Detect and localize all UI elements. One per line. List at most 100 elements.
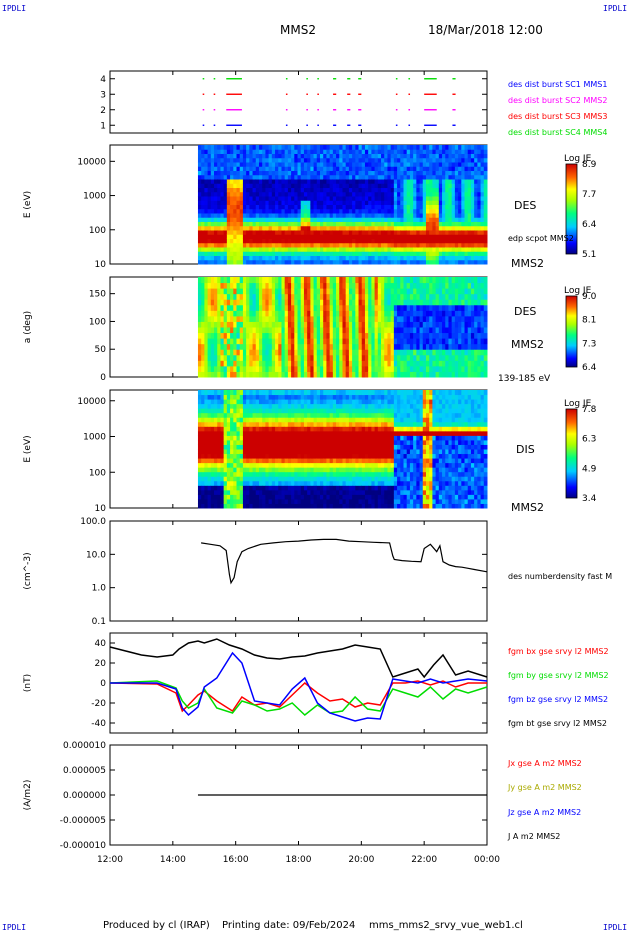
spectrogram-cell: [226, 304, 231, 311]
spectrogram-cell: [342, 288, 347, 295]
spectrogram-cell: [252, 444, 257, 450]
spectrogram-cell: [220, 187, 225, 193]
spectrogram-cell: [223, 354, 228, 361]
spectrogram-cell: [387, 282, 392, 289]
spectrogram-cell: [390, 251, 395, 256]
spectrogram-cell: [368, 179, 372, 184]
spectrogram-cell: [220, 293, 225, 300]
spectrogram-cell: [268, 230, 273, 235]
spectrogram-cell: [271, 458, 276, 464]
spectrogram-cell: [252, 238, 257, 244]
spectrogram-cell: [371, 200, 376, 205]
spectrogram-cell: [271, 480, 276, 486]
spectrogram-cell: [445, 183, 449, 188]
spectrogram-cell: [403, 213, 408, 218]
spectrogram-cell: [258, 225, 263, 231]
spectrogram-cell: [477, 208, 482, 214]
spectrogram-cell: [451, 225, 456, 231]
spectrogram-cell: [429, 149, 433, 154]
spectrogram-cell: [242, 208, 247, 214]
spectrogram-cell: [419, 170, 424, 176]
spectrogram-cell: [371, 360, 376, 367]
spectrogram-cell: [284, 343, 289, 350]
spectrogram-cell: [223, 149, 228, 154]
spectrogram-cell: [336, 242, 340, 248]
spectrogram-cell: [320, 187, 324, 193]
spectrogram-cell: [435, 247, 440, 252]
spectrogram-cell: [381, 327, 385, 334]
spectrogram-cell: [246, 225, 250, 231]
spectrogram-cell: [416, 338, 421, 345]
spectrogram-cell: [442, 149, 446, 154]
spectrogram-cell: [432, 179, 437, 184]
spectrogram-cell: [226, 471, 231, 477]
spectrogram-cell: [307, 187, 311, 193]
spectrogram-cell: [467, 166, 472, 171]
spectrogram-cell: [252, 430, 257, 436]
spectrogram-cell: [409, 187, 414, 193]
spectrogram-cell: [278, 196, 282, 201]
spectrogram-cell: [307, 174, 311, 180]
spectrogram-cell: [310, 247, 315, 252]
spectrogram-cell: [316, 179, 321, 184]
spectrogram-cell: [352, 191, 356, 197]
spectrogram-cell: [207, 153, 212, 159]
spectrogram-cell: [236, 259, 241, 265]
spectrogram-cell: [425, 282, 430, 289]
spectrogram-cell: [214, 255, 218, 261]
spectrogram-cell: [332, 315, 337, 322]
spectrogram-cell: [204, 371, 209, 378]
spectrogram-cell: [246, 349, 250, 356]
spectrogram-cell: [448, 327, 453, 334]
spectrogram-cell: [355, 162, 360, 167]
spectrogram-cell: [461, 166, 466, 171]
spectrogram-cell: [483, 343, 488, 350]
spectrogram-cell: [204, 304, 209, 311]
spectrogram-cell: [230, 462, 234, 468]
spectrogram-cell: [233, 255, 237, 261]
spectrogram-cell: [316, 360, 321, 367]
spectrogram-cell: [355, 343, 360, 350]
spectrogram-cell: [413, 299, 417, 306]
spectrogram-cell: [197, 288, 202, 295]
spectrogram-cell: [442, 179, 446, 184]
spectrogram-cell: [246, 399, 250, 405]
spectrogram-cell: [339, 349, 343, 356]
spectrogram-cell: [310, 371, 315, 378]
spectrogram-cell: [406, 149, 411, 154]
spectrogram-cell: [377, 179, 382, 184]
spectrogram-cell: [230, 327, 234, 334]
spectrogram-cell: [358, 230, 363, 235]
spectrogram-cell: [435, 354, 440, 361]
spectrogram-cell: [281, 196, 286, 201]
spectrogram-cell: [300, 321, 305, 328]
spectrogram-cell: [348, 354, 353, 361]
spectrogram-cell: [438, 200, 443, 205]
spectrogram-cell: [409, 213, 414, 218]
spectrogram-cell: [220, 494, 225, 500]
spectrogram-cell: [236, 179, 241, 184]
spectrogram-cell: [381, 242, 385, 248]
spectrogram-cell: [470, 242, 475, 248]
spectrogram-cell: [483, 310, 488, 317]
spectrogram-cell: [470, 259, 475, 265]
spectrogram-cell: [223, 217, 228, 222]
spectrogram-cell: [438, 187, 443, 193]
spectrogram-cell: [345, 225, 350, 231]
spectrogram-cell: [470, 221, 475, 227]
spectrogram-cell: [262, 453, 266, 459]
spectrogram-cell: [207, 503, 212, 509]
spectrogram-cell: [332, 349, 337, 356]
spectrogram-cell: [361, 238, 366, 244]
spectrogram-cell: [275, 503, 279, 509]
spectrogram-cell: [451, 196, 456, 201]
spectrogram-cell: [217, 200, 221, 205]
spectrogram-cell: [271, 304, 276, 311]
spectrogram-cell: [438, 174, 443, 180]
spectrogram-cell: [265, 157, 270, 163]
spectrogram-cell: [364, 315, 369, 322]
spectrogram-cell: [454, 213, 459, 218]
spectrogram-cell: [230, 191, 234, 197]
spectrogram-cell: [345, 310, 350, 317]
spectrogram-cell: [364, 204, 369, 210]
